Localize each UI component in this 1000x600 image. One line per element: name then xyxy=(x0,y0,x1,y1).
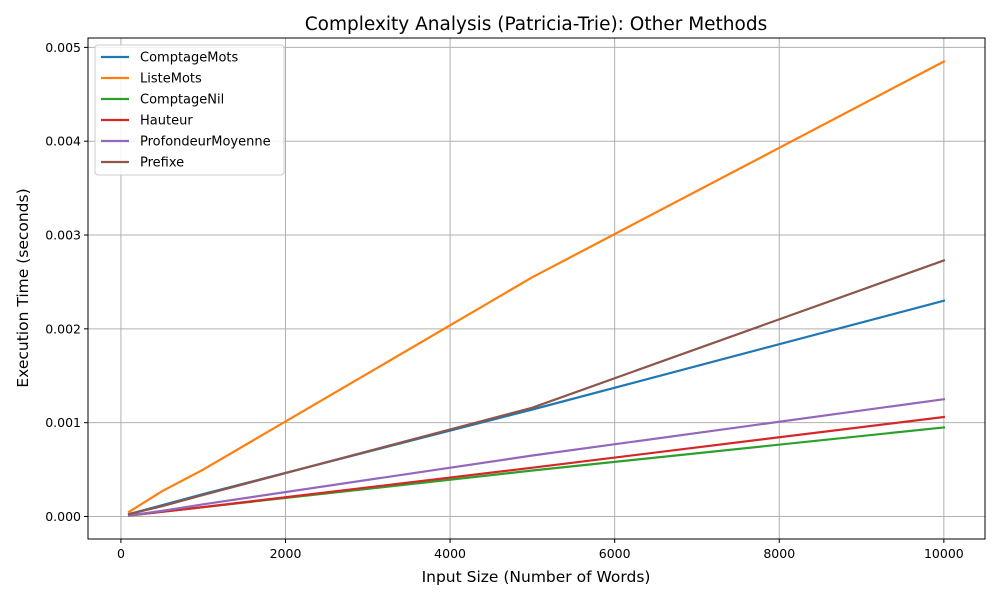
legend-label: Prefixe xyxy=(140,156,184,171)
x-axis: 0 2000 4000 6000 8000 10000 xyxy=(117,539,964,561)
x-tick-label: 0 xyxy=(117,546,125,561)
plot-frame xyxy=(87,37,986,540)
y-tick-label: 0.000 xyxy=(45,509,81,524)
x-tick-label: 4000 xyxy=(434,546,466,561)
y-tick-label: 0.002 xyxy=(45,321,81,336)
y-tick-label: 0.001 xyxy=(45,415,81,430)
legend-label: Hauteur xyxy=(140,114,193,129)
legend-box xyxy=(94,44,285,176)
series-lines xyxy=(127,60,946,517)
chart-title: Complexity Analysis (Patricia-Trie): Oth… xyxy=(305,14,767,35)
x-tick-label: 10000 xyxy=(924,546,964,561)
y-axis-title: Execution Time (seconds) xyxy=(14,188,32,387)
y-tick-label: 0.004 xyxy=(45,134,81,149)
series-line-prefixe xyxy=(127,258,946,516)
x-tick-label: 2000 xyxy=(270,546,302,561)
series-line-profondeurmoyenne xyxy=(127,397,946,517)
legend-label: ListeMots xyxy=(140,72,202,87)
x-tick-label: 8000 xyxy=(763,546,795,561)
series-line-listemots xyxy=(127,60,946,514)
legend-label: ComptageMots xyxy=(140,51,239,66)
legend-label: ProfondeurMoyenne xyxy=(140,135,271,150)
legend: ComptageMots ListeMots ComptageNil Hauteur P… xyxy=(94,44,285,176)
y-tick-label: 0.005 xyxy=(45,40,81,55)
y-axis: 0.000 0.001 0.002 0.003 0.004 0.005 xyxy=(45,40,88,524)
x-tick-label: 6000 xyxy=(599,546,631,561)
x-axis-title: Input Size (Number of Words) xyxy=(422,568,651,586)
legend-label: ComptageNil xyxy=(140,93,224,108)
y-tick-label: 0.003 xyxy=(45,228,81,243)
series-line-hauteur xyxy=(127,415,946,517)
